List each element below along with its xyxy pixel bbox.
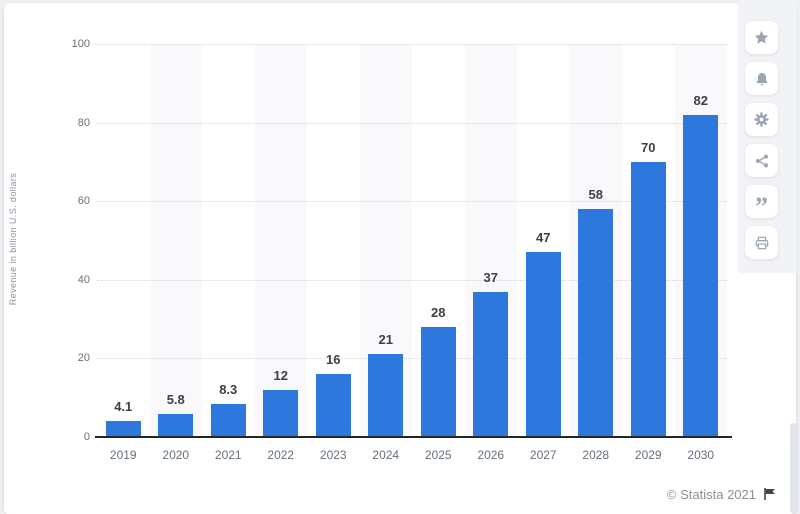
y-axis-tick-label: 100 xyxy=(71,38,90,50)
x-axis-tick-label: 2023 xyxy=(319,448,347,462)
scrollbar-thumb[interactable] xyxy=(790,423,798,514)
x-axis-tick-label: 2025 xyxy=(424,448,452,462)
share-button[interactable] xyxy=(745,144,778,177)
flag-icon xyxy=(763,487,777,501)
cite-button[interactable]: ” xyxy=(745,185,778,221)
bar-value-label: 5.8 xyxy=(166,392,185,408)
bar-value-label: 12 xyxy=(273,367,288,383)
y-axis-tick-label: 0 xyxy=(83,431,90,443)
x-axis-tick-label: 2019 xyxy=(109,448,137,462)
x-axis-tick-label: 2026 xyxy=(477,448,505,462)
statista-credit: © Statista 2021 xyxy=(667,485,777,503)
gridline xyxy=(97,122,727,124)
bar[interactable] xyxy=(263,389,299,437)
bar-value-label: 8.3 xyxy=(219,382,238,398)
bar[interactable] xyxy=(578,209,614,437)
print-button[interactable] xyxy=(745,226,778,259)
alerts-button[interactable] xyxy=(745,62,778,95)
bar-value-label: 16 xyxy=(326,352,341,368)
bar[interactable] xyxy=(105,420,141,437)
bell-icon xyxy=(754,71,770,87)
bar-value-label: 21 xyxy=(378,332,393,348)
settings-button[interactable] xyxy=(745,103,778,136)
bar[interactable] xyxy=(473,291,509,437)
bar-value-label: 70 xyxy=(641,139,656,155)
bar[interactable] xyxy=(315,374,351,437)
bar-value-label: 28 xyxy=(431,304,446,320)
bar[interactable] xyxy=(525,252,561,437)
y-axis-tick-label: 60 xyxy=(77,195,90,208)
gridline xyxy=(97,44,727,45)
bar-value-label: 37 xyxy=(483,269,498,285)
bar[interactable] xyxy=(630,161,666,437)
quote-icon: ” xyxy=(755,191,768,221)
x-axis-tick-label: 2024 xyxy=(372,448,400,462)
y-axis-tick-label: 40 xyxy=(77,273,90,286)
plot-band xyxy=(254,44,307,437)
x-axis-tick-label: 2030 xyxy=(687,448,715,462)
gridline xyxy=(97,279,727,281)
bar[interactable] xyxy=(420,326,456,437)
bar-value-label: 47 xyxy=(536,230,551,246)
star-icon xyxy=(753,29,770,46)
x-axis-tick-label: 2020 xyxy=(162,448,190,462)
share-icon xyxy=(754,153,770,169)
gridline xyxy=(97,201,727,203)
gear-icon xyxy=(753,111,770,128)
gridline xyxy=(97,358,727,360)
favorite-button[interactable] xyxy=(745,21,778,54)
y-axis-title: Revenue in billion U.S. dollars xyxy=(8,172,18,306)
printer-icon xyxy=(754,235,770,251)
chart-card: Revenue in billion U.S. dollars 0 20 40 60 8… xyxy=(4,3,796,514)
bar[interactable] xyxy=(683,114,719,437)
plot-band xyxy=(149,44,202,437)
bar-value-label: 82 xyxy=(693,92,708,108)
bar[interactable] xyxy=(210,404,246,437)
copyright-text: © Statista 2021 xyxy=(666,486,756,502)
y-axis-tick-label: 80 xyxy=(77,116,90,129)
bar-value-label: 4.1 xyxy=(114,398,133,414)
x-axis-line xyxy=(95,436,732,438)
y-axis-tick-label: 20 xyxy=(77,352,90,365)
x-axis-tick-label: 2028 xyxy=(582,448,610,462)
x-axis-tick-label: 2029 xyxy=(634,448,662,462)
bar-chart: Revenue in billion U.S. dollars 0 20 40 60 8… xyxy=(4,3,796,514)
x-axis-tick-label: 2022 xyxy=(267,448,295,462)
bar[interactable] xyxy=(368,354,404,437)
x-axis-tick-label: 2021 xyxy=(214,448,242,462)
bar-value-label: 58 xyxy=(588,187,603,203)
bar[interactable] xyxy=(158,414,194,437)
x-axis-tick-label: 2027 xyxy=(529,448,557,462)
